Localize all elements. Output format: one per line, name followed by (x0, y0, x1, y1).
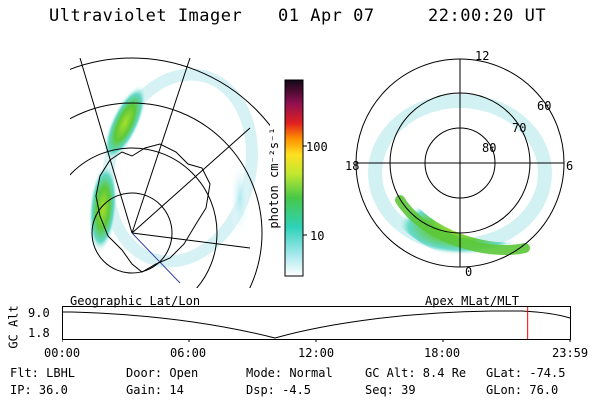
mode-info: Mode: Normal (246, 366, 333, 380)
colorbar: photon cm⁻²s⁻¹ (267, 79, 307, 277)
time-tick-2359: 23:59 (552, 346, 589, 360)
mlat-label-80: 80 (482, 141, 496, 155)
door-info: Door: Open (126, 366, 199, 380)
glon-info: GLon: 76.0 (486, 383, 559, 397)
mlat-label-60: 60 (537, 99, 551, 113)
filter-info: Flt: LBHL (10, 366, 76, 380)
glat-info: GLat: -74.5 (486, 366, 566, 380)
colorbar-scale (284, 79, 304, 277)
dsp-info: Dsp: -4.5 (246, 383, 312, 397)
time-tick-0000: 00:00 (44, 346, 81, 360)
ip-info: IP: 36.0 (10, 383, 68, 397)
time-tick-1800: 18:00 (424, 346, 461, 360)
altitude-curve (62, 310, 571, 339)
gc-alt-info: GC Alt: 8.4 Re (365, 366, 467, 380)
geographic-projection-label: Geographic Lat/Lon (70, 294, 201, 308)
altitude-plot (62, 306, 571, 342)
colorbar-tick-100: 100 (306, 140, 328, 154)
gain-info: Gain: 14 (126, 383, 184, 397)
instrument-title: Ultraviolet Imager (49, 6, 243, 26)
date-label: 01 Apr 07 (278, 6, 375, 26)
altitude-ytick-min: 1.8 (28, 326, 50, 340)
mlt-label-18: 18 (345, 159, 359, 173)
time-tick-0600: 06:00 (170, 346, 207, 360)
time-label: 22:00:20 UT (428, 6, 547, 26)
geographic-map (70, 57, 270, 288)
polar-plot: 12 18 6 0 60 70 80 (345, 49, 573, 279)
altitude-ytick-max: 9.0 (28, 306, 50, 320)
mlt-label-00: 0 (465, 265, 472, 279)
mlt-label-12: 12 (475, 49, 489, 63)
colorbar-label: photon cm⁻²s⁻¹ (267, 127, 281, 228)
altitude-ylabel: GC Alt (6, 305, 21, 349)
apex-projection-label: Apex MLat/MLT (425, 294, 519, 308)
colorbar-tick-10: 10 (310, 229, 325, 243)
mlt-label-06: 6 (566, 159, 573, 173)
time-tick-1200: 12:00 (298, 346, 335, 360)
mlat-label-70: 70 (512, 121, 526, 135)
sequence-info: Seq: 39 (365, 383, 416, 397)
